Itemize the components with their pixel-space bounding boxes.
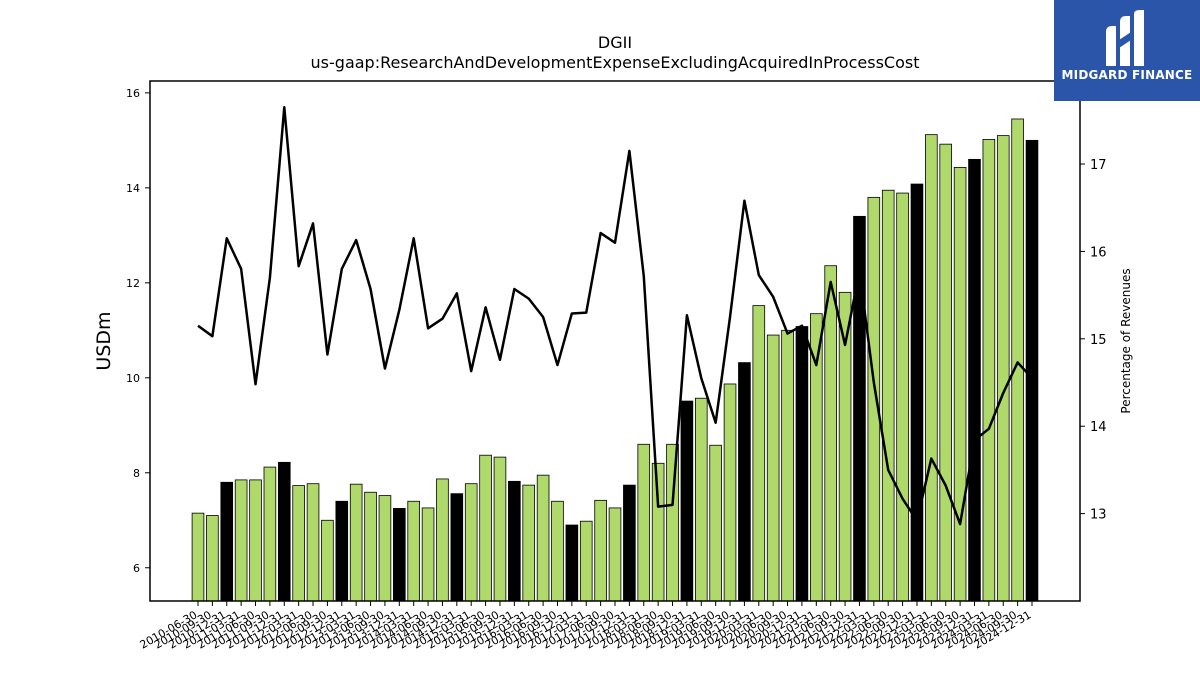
bar — [795, 326, 809, 602]
logo-text: MIDGARD FINANCE — [1061, 68, 1193, 82]
y2-tick-label: 17 — [1090, 158, 1107, 173]
bar — [249, 479, 262, 602]
bar — [738, 362, 751, 602]
bar — [968, 158, 981, 602]
bar — [479, 454, 492, 602]
chart-title: DGII — [598, 33, 632, 52]
bar-series — [191, 118, 1039, 602]
bar — [925, 134, 938, 602]
bar — [666, 443, 679, 602]
chart-subtitle: us-gaap:ResearchAndDevelopmentExpenseExc… — [311, 53, 920, 72]
bar — [436, 478, 449, 602]
bar — [680, 400, 694, 602]
bar — [623, 484, 636, 602]
y2-tick-label: 13 — [1090, 508, 1107, 523]
y2-axis-label: Percentage of Revenues — [1119, 268, 1133, 413]
bar — [378, 495, 392, 602]
y-axis-label: USDm — [93, 311, 115, 370]
bar — [536, 474, 550, 602]
bar — [306, 483, 320, 602]
bar — [421, 507, 435, 602]
bar — [996, 135, 1010, 602]
y2-tick-label: 15 — [1090, 333, 1107, 348]
y-tick-label: 10 — [126, 372, 140, 385]
bar — [450, 493, 464, 602]
bar — [637, 443, 651, 602]
midgard-logo-icon — [1106, 10, 1144, 66]
bar — [881, 189, 895, 602]
bar — [752, 305, 766, 602]
y-tick-label: 14 — [126, 182, 140, 195]
y-tick-label: 8 — [133, 467, 140, 480]
axes: 681012141613141516172010-06-302010-09-30… — [126, 87, 1107, 652]
bar — [608, 507, 622, 602]
bar — [220, 481, 234, 602]
bar — [349, 483, 363, 602]
bar — [393, 507, 406, 602]
bar — [206, 515, 219, 602]
bar — [321, 519, 334, 602]
y2-tick-label: 14 — [1090, 420, 1107, 435]
bar — [651, 462, 665, 602]
bar — [464, 483, 478, 602]
y-tick-label: 16 — [126, 87, 140, 100]
bar — [896, 192, 909, 602]
y-tick-label: 12 — [126, 277, 140, 290]
line-series — [197, 105, 1033, 526]
y-tick-label: 6 — [133, 562, 140, 575]
plot-frame — [149, 80, 1081, 602]
bar — [953, 167, 967, 602]
bar — [522, 484, 536, 602]
bar — [191, 512, 205, 602]
bar — [1011, 118, 1024, 602]
bar — [508, 480, 521, 602]
bar — [1025, 139, 1039, 602]
bar — [910, 183, 924, 602]
bar — [579, 520, 593, 602]
bar — [824, 265, 837, 602]
bar — [781, 329, 794, 602]
bar — [551, 500, 564, 602]
bar — [493, 456, 507, 602]
bar — [277, 461, 291, 602]
bar — [982, 139, 996, 602]
bar — [263, 466, 277, 602]
bar — [723, 383, 737, 602]
bar — [694, 397, 708, 602]
bar — [867, 196, 881, 602]
bar — [565, 524, 579, 602]
bar — [939, 143, 953, 602]
y2-tick-label: 16 — [1090, 245, 1107, 260]
bar — [407, 500, 420, 602]
bar — [594, 499, 607, 602]
revenue-percentage-line — [197, 105, 1033, 526]
bar — [335, 500, 349, 602]
bar — [292, 485, 305, 602]
bar — [364, 491, 377, 602]
bar — [766, 334, 780, 602]
bar — [709, 444, 722, 602]
brand-logo: MIDGARD FINANCE — [1054, 0, 1200, 101]
bar — [234, 479, 248, 602]
